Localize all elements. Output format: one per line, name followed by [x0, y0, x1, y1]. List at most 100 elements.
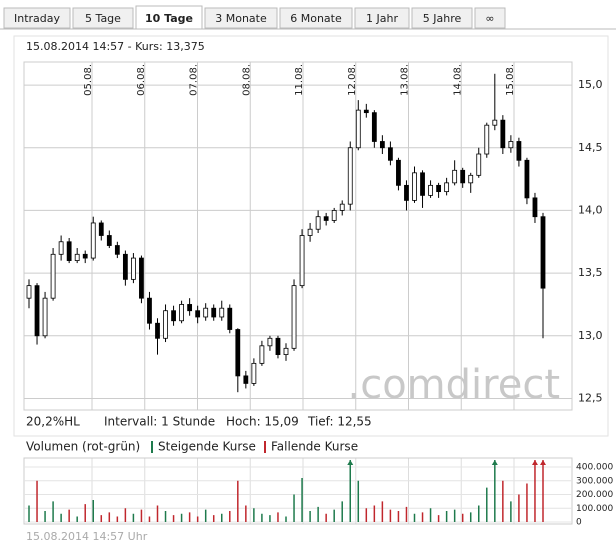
- candle-body: [436, 184, 441, 193]
- candle-body: [420, 172, 425, 196]
- tab[interactable]: [3, 7, 71, 29]
- date-label: 08.08.: [241, 64, 252, 96]
- candle-body: [211, 307, 217, 318]
- candle-body: [219, 307, 225, 318]
- tab[interactable]: [135, 5, 203, 30]
- y-tick-label: 13,0: [578, 329, 603, 342]
- candle-body: [379, 141, 385, 149]
- candle-body: [484, 124, 490, 155]
- candle-body: [275, 337, 281, 355]
- candle-body: [50, 253, 56, 299]
- candle-body: [412, 172, 417, 201]
- candle-body: [524, 159, 530, 199]
- candle-body: [299, 235, 305, 287]
- candle-body: [307, 228, 313, 236]
- date-label: 05.08.: [83, 64, 94, 96]
- candle-body: [388, 147, 393, 161]
- header: 15.08.2014 14:57 - Kurs: 13,375: [26, 40, 205, 53]
- date-label: 07.08.: [189, 64, 200, 96]
- candle-body: [163, 310, 168, 339]
- candle-body: [540, 216, 546, 289]
- tab[interactable]: [474, 7, 506, 29]
- tab-label[interactable]: ∞: [485, 12, 494, 25]
- tab[interactable]: [72, 7, 134, 29]
- candle-body: [355, 109, 361, 149]
- tab-label[interactable]: 5 Tage: [85, 12, 121, 25]
- candle-body: [203, 307, 209, 318]
- candle-body: [147, 297, 152, 324]
- stat: Intervall: 1 Stunde: [104, 415, 215, 429]
- date-label: 06.08.: [136, 64, 147, 96]
- candle-body: [171, 310, 176, 322]
- candle-body: [82, 253, 88, 259]
- candle-body: [251, 362, 257, 384]
- y-tick-label: 14,0: [578, 203, 603, 216]
- candle-body: [66, 241, 72, 261]
- candle-body: [58, 241, 64, 255]
- candle-body: [195, 310, 201, 318]
- candle-body: [90, 222, 96, 259]
- footer: 15.08.2014 14:57 Uhr: [26, 530, 148, 540]
- candle-body: [34, 285, 40, 337]
- tab-label[interactable]: 6 Monate: [290, 12, 342, 25]
- candle-body: [508, 141, 514, 149]
- candle-body: [476, 153, 482, 176]
- volume-tick-label: 400.000: [576, 463, 613, 473]
- volume-area: [23, 457, 573, 525]
- candle-body: [131, 257, 136, 280]
- tab[interactable]: [204, 7, 278, 29]
- candle-body: [114, 245, 120, 255]
- candle-body: [122, 253, 128, 280]
- candle-body: [532, 197, 538, 218]
- plot-area: [23, 61, 573, 411]
- candle-body: [243, 375, 249, 384]
- date-label: 11.08.: [294, 64, 305, 96]
- tab-label[interactable]: 5 Jahre: [423, 12, 462, 25]
- date-label: 13.08.: [400, 64, 411, 96]
- tab[interactable]: [354, 7, 410, 29]
- candle-body: [444, 182, 450, 193]
- tab[interactable]: [411, 7, 473, 29]
- candle-body: [283, 347, 289, 355]
- candle-body: [267, 337, 273, 347]
- candle-body: [428, 184, 433, 196]
- volume-tick-label: 300.000: [576, 476, 613, 486]
- y-tick-label: 13,5: [578, 266, 603, 279]
- overflow-arrow: [531, 460, 538, 465]
- watermark: .comdirect: [348, 362, 561, 408]
- candle-body: [179, 304, 184, 322]
- candle-body: [187, 304, 193, 312]
- tab-label[interactable]: 1 Jahr: [366, 12, 398, 25]
- tab-label[interactable]: 10 Tage: [145, 12, 193, 25]
- candle-body: [139, 257, 144, 299]
- tab[interactable]: [279, 7, 353, 29]
- candle-body: [347, 147, 353, 205]
- tab-label[interactable]: Intraday: [14, 12, 61, 25]
- y-tick-label: 15,0: [578, 78, 603, 91]
- candle-body: [396, 159, 401, 186]
- candle-body: [468, 174, 474, 184]
- candle-body: [235, 329, 241, 377]
- candle-body: [331, 210, 337, 221]
- candle-body: [460, 169, 466, 184]
- date-label: 15.08.: [505, 64, 516, 96]
- date-label: 12.08.: [347, 64, 358, 96]
- stat: 20,2%HL: [26, 415, 80, 429]
- candle-body: [339, 203, 345, 211]
- candle-body: [291, 285, 297, 349]
- volume-title: Volumen (rot-grün): [26, 440, 140, 454]
- candle-body: [371, 112, 377, 142]
- candle-body: [404, 184, 409, 201]
- candle-body: [315, 216, 321, 230]
- candle-body: [155, 322, 160, 339]
- candle-body: [26, 285, 32, 299]
- volume-tick-label: 0: [576, 518, 582, 528]
- candle-body: [500, 119, 506, 149]
- legend-swatch-down: [264, 441, 266, 453]
- tab-label[interactable]: 3 Monate: [215, 12, 267, 25]
- legend-down: Fallende Kurse: [271, 440, 358, 454]
- y-tick-label: 14,5: [578, 141, 603, 154]
- overflow-arrow: [540, 460, 546, 465]
- candle-body: [259, 345, 265, 364]
